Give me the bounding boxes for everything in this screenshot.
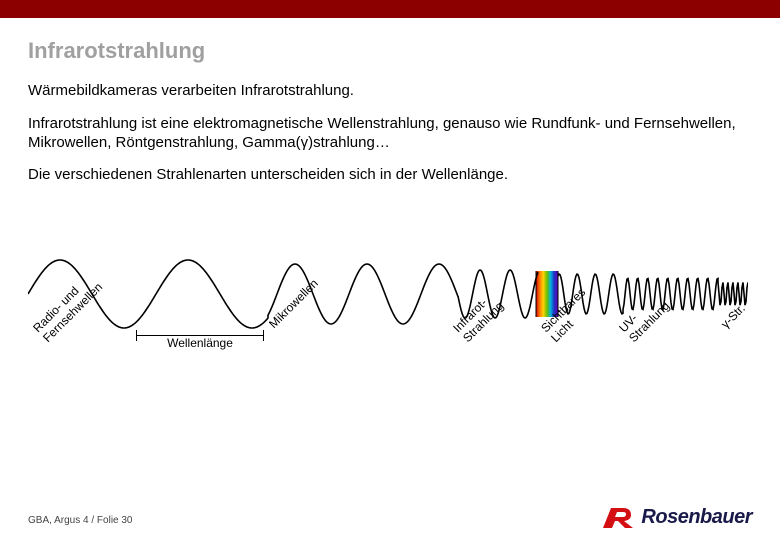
- logo-mark-icon: [601, 504, 635, 530]
- wavelength-text: Wellenlänge: [136, 336, 264, 350]
- top-bar: [0, 0, 780, 18]
- logo-text: Rosenbauer: [641, 506, 752, 529]
- footer-text: GBA, Argus 4 / Folie 30: [28, 515, 133, 526]
- logo: Rosenbauer: [601, 504, 752, 530]
- content: Infrarotstrahlung Wärmebildkameras verar…: [0, 18, 780, 359]
- paragraph-3: Die verschiedenen Strahlenarten untersch…: [28, 166, 752, 185]
- wavelength-marker: Wellenlänge: [136, 335, 264, 350]
- paragraph-1: Wärmebildkameras verarbeiten Infrarotstr…: [28, 82, 752, 101]
- page-title: Infrarotstrahlung: [28, 38, 752, 64]
- wave-diagram: Radio- und FernsehwellenMikrowellenInfra…: [28, 199, 748, 359]
- paragraph-2: Infrarotstrahlung ist eine elektromagnet…: [28, 115, 752, 153]
- wavelength-bar: [136, 335, 264, 336]
